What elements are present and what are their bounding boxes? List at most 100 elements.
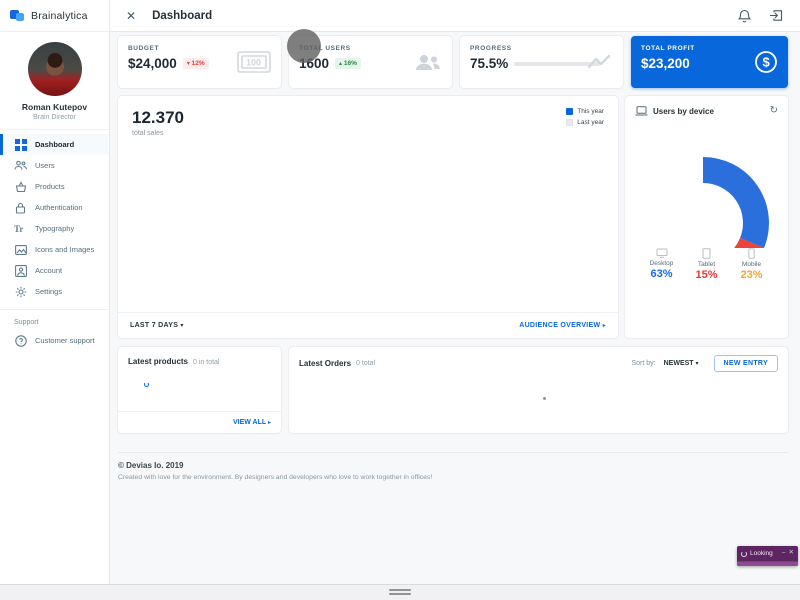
sidebar-item-label: Customer support [35,336,95,345]
progress-card: PROGRESS 75.5% [460,36,623,88]
sidebar-item-label: Users [35,161,55,170]
sidebar-item-icons-images[interactable]: Icons and Images [0,239,109,260]
users-by-device-title: Users by device [653,106,714,116]
gear-icon [14,285,27,298]
device-stat-desktop: Desktop 63% [644,248,680,281]
brand-logo-icon [10,8,25,23]
latest-orders-card: Latest Orders 0 total Sort by: NEWEST ▾ … [289,347,788,433]
progress-value: 75.5% [470,56,509,71]
latest-orders-title: Latest Orders [299,359,352,368]
latest-products-card: Latest products 0 in total VIEW ALL ▸ [118,347,281,433]
total-profit-card: TOTAL PROFIT $23,200 $ [631,36,788,88]
sidebar-item-label: Settings [35,287,63,296]
sort-by-label: Sort by: [631,360,656,367]
minimize-icon[interactable]: – [781,549,786,557]
total-users-value: 1600 [299,56,330,71]
mobile-percent: 23% [740,269,763,281]
desktop-percent: 63% [650,268,673,280]
sidebar-item-products[interactable]: Products [0,176,109,197]
avatar[interactable] [27,42,82,96]
sales-chart-plot-area [118,137,618,312]
user-profile[interactable]: Roman Kutepov Brain Director [0,32,109,130]
total-profit-label: TOTAL PROFIT [641,45,695,52]
logout-exit-icon[interactable] [768,8,784,24]
chevron-right-icon: ▸ [602,323,606,329]
svg-text:$: $ [763,55,771,70]
close-icon[interactable]: ✕ [126,8,137,23]
sidebar-item-label: Icons and Images [35,245,95,254]
sort-dropdown[interactable]: NEWEST ▾ [663,360,699,367]
budget-label: BUDGET [128,45,160,52]
total-users-label: TOTAL USERS [299,45,351,52]
user-name: Roman Kutepov [21,102,88,112]
brand-name: Brainalytica [31,9,88,22]
page-title: Dashboard [152,9,213,22]
audience-overview-link[interactable]: AUDIENCE OVERVIEW ▸ [519,322,606,329]
chevron-down-icon: ▾ [180,323,184,329]
sidebar-item-users[interactable]: Users [0,155,109,176]
tablet-percent: 15% [695,269,718,281]
page-footer: © Devias Io. 2019 Created with love for … [118,452,788,481]
topbar: ✕ Dashboard [110,0,800,32]
dashboard-icon [14,138,27,151]
total-sales-value: 12.370 [132,108,184,127]
legend-label-this-year: This year [577,108,604,115]
date-range-button[interactable]: LAST 7 DAYS ▾ [130,322,184,329]
sidebar-item-customer-support[interactable]: Customer support [0,330,109,351]
loading-dot [543,397,546,400]
sidebar-item-authentication[interactable]: Authentication [0,197,109,218]
laptop-icon [635,106,648,116]
legend-label-last-year: Last year [577,119,604,126]
budget-card: BUDGET $24,000 ▾ 12% 100 [118,36,281,88]
sidebar-divider [0,309,109,310]
spinner-icon [741,550,747,557]
drag-handle[interactable] [389,589,411,597]
status-toast: Looking – ✕ [737,546,798,566]
toast-progress-strip [737,561,798,566]
footer-tagline: Created with love for the environment. B… [118,474,433,481]
brand-header[interactable]: Brainalytica [0,0,109,32]
sidebar-item-label: Account [35,266,63,275]
view-all-link[interactable]: VIEW ALL ▸ [232,419,271,426]
close-icon[interactable]: ✕ [788,549,794,557]
toast-label: Looking [750,550,773,557]
latest-orders-count: 0 total [356,360,376,367]
sidebar-item-typography[interactable]: Tr Typography [0,218,109,239]
sidebar-item-label: Typography [35,224,75,233]
refresh-icon[interactable]: ↻ [769,105,778,116]
sidebar-item-account[interactable]: Account [0,260,109,281]
desktop-icon [656,248,667,258]
money-bill-icon: 100 [237,51,271,73]
progress-bar [514,61,601,66]
account-box-icon [14,264,27,277]
progress-label: PROGRESS [470,45,512,52]
users-by-device-card: Users by device ↻ Desktop 63% Tablet 15% [625,96,788,338]
new-entry-button[interactable]: NEW ENTRY [713,355,778,372]
image-icon [14,243,27,256]
notifications-bell-icon[interactable] [736,8,752,24]
device-stat-mobile: Mobile 23% [734,248,770,281]
donut-segment-desktop [702,157,769,248]
latest-products-title: Latest products [128,357,189,366]
total-users-card: TOTAL USERS 1600 ▴ 16% [287,29,452,88]
mobile-icon [748,248,755,259]
budget-value: $24,000 [128,56,177,71]
latest-products-count: 0 in total [193,359,220,366]
chevron-right-icon: ▸ [267,420,271,426]
latest-products-body [118,366,281,411]
copyright-text: © Devias Io. 2019 [118,461,184,470]
sidebar-nav: Dashboard Users Products Authentication … [0,130,109,302]
total-users-delta-badge: ▴ 16% [335,58,361,69]
sidebar-item-settings[interactable]: Settings [0,281,109,302]
device-stat-tablet: Tablet 15% [689,248,725,281]
loading-spinner-icon [144,382,149,387]
sidebar-item-label: Authentication [35,203,83,212]
basket-icon [14,180,27,193]
sidebar-item-dashboard[interactable]: Dashboard [0,134,109,155]
device-stats-row: Desktop 63% Tablet 15% Mobile 23% [625,248,788,281]
svg-text:100: 100 [246,58,261,68]
chevron-down-icon: ▾ [695,361,699,367]
budget-delta-badge: ▾ 12% [182,58,209,69]
main-content: BUDGET $24,000 ▾ 12% 100 TOTAL USERS 160… [110,29,800,584]
bottom-drawer-bar [0,584,800,600]
